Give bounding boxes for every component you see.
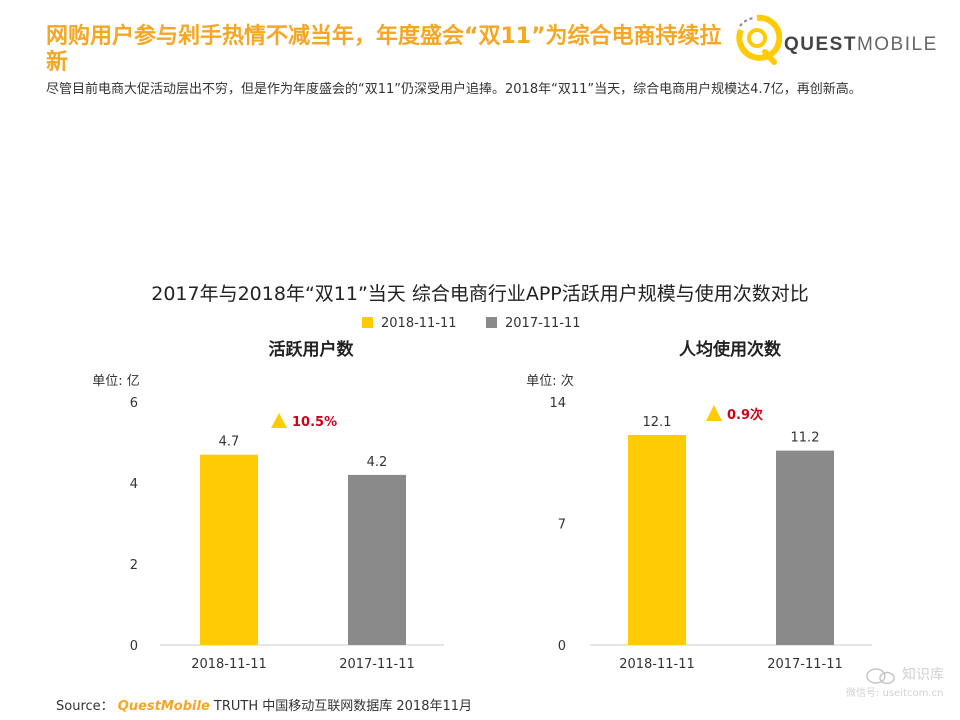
panel-2-bar-value-label: 11.2 [791, 431, 820, 446]
legend-item-2017: 2017-11-11 [486, 316, 581, 331]
panel-1-growth-label: 10.5% [292, 415, 337, 430]
panel-1-ytick-label: 0 [130, 639, 138, 654]
panel-2-ytick-label: 7 [558, 518, 566, 533]
panel-1-unit-label: 单位: 亿 [92, 374, 140, 389]
panel-1-ytick-label: 6 [130, 396, 138, 411]
legend-swatch-2017 [486, 317, 497, 328]
panel-2-bar-value-label: 12.1 [643, 415, 672, 430]
panel-2-growth-label: 0.9次 [727, 407, 763, 423]
panel-2-unit-label: 单位: 次 [526, 373, 574, 389]
questmobile-logo-icon [736, 14, 782, 65]
panel-1-bar-value-label: 4.2 [367, 455, 388, 470]
panel-2-bar-1 [776, 450, 834, 645]
watermark-subtext: 微信号: useitcom.cn [846, 688, 944, 699]
panel-1-bar-0 [200, 454, 258, 645]
legend-swatch-2018 [362, 317, 373, 328]
panel-2-bar-0 [628, 434, 686, 645]
panel-2-ytick-label: 14 [549, 396, 566, 411]
panel-2-ytick-label: 0 [558, 639, 566, 654]
panel-2-title: 人均使用次数 [679, 339, 782, 360]
panel-1-bar-value-label: 4.7 [219, 435, 240, 450]
page-subtitle: 尽管目前电商大促活动层出不穷，但是作为年度盛会的“双11”仍深受用户追捧。201… [46, 82, 862, 97]
panel-1-bar-1 [348, 474, 406, 645]
panel-1-category-label: 2018-11-11 [191, 657, 267, 672]
panel-2-growth-up-icon [706, 405, 722, 421]
chart-title: 2017年与2018年“双11”当天 综合电商行业APP活跃用户规模与使用次数对… [151, 283, 809, 305]
source-prefix: Source： [56, 699, 114, 714]
panel-1-ytick-label: 4 [130, 477, 138, 492]
legend-item-2018: 2018-11-11 [362, 316, 457, 331]
legend-label-2017: 2017-11-11 [505, 316, 581, 331]
watermark-name: 知识库 [902, 667, 944, 683]
source-note: Source： QuestMobile TRUTH 中国移动互联网数据库 201… [56, 695, 472, 714]
panel-2-category-label: 2017-11-11 [767, 657, 843, 672]
source-detail: TRUTH 中国移动互联网数据库 2018年11月 [213, 699, 473, 714]
panel-1-category-label: 2017-11-11 [339, 657, 415, 672]
questmobile-logo: QUESTMOBILE [732, 12, 936, 72]
panel-2-category-label: 2018-11-11 [619, 657, 695, 672]
page-headline: 网购用户参与剁手热情不减当年，年度盛会“双11”为综合电商持续拉新 [46, 24, 722, 75]
wechat-icon [866, 668, 895, 684]
panel-1-title: 活跃用户数 [269, 339, 355, 360]
legend-label-2018: 2018-11-11 [381, 316, 457, 331]
questmobile-logo-text: QUESTMOBILE [784, 34, 938, 55]
panel-1-ytick-label: 2 [130, 558, 138, 573]
source-brand: QuestMobile [117, 699, 210, 714]
panel-1-growth-up-icon [271, 413, 287, 428]
watermark: 知识库 微信号: useitcom.cn [846, 662, 956, 702]
